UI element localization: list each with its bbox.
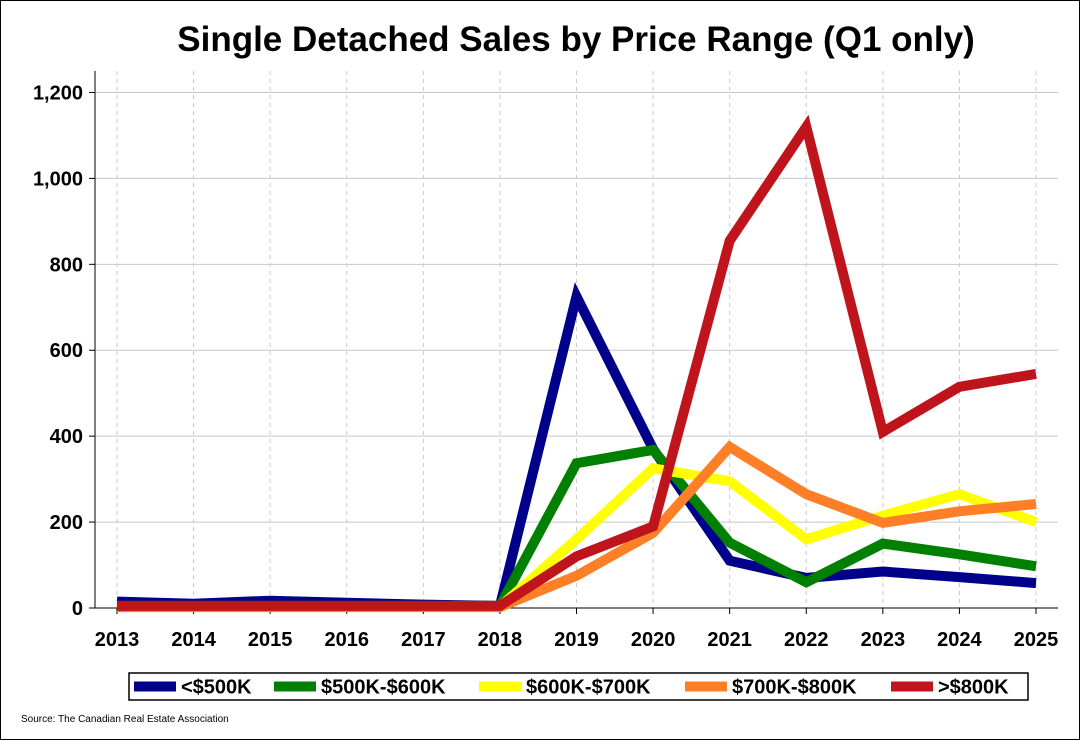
- x-tick-label: 2023: [861, 629, 906, 651]
- axes: 0 200 400 600 800 1,000 1,200 2013 2014 2015 2016 2…: [33, 71, 1058, 651]
- legend-label: $600K-$700K: [526, 677, 651, 699]
- chart-title: Single Detached Sales by Price Range (Q1…: [177, 20, 974, 59]
- x-tick-label: 2025: [1014, 629, 1059, 651]
- x-tick-label: 2020: [631, 629, 676, 651]
- series-lines: [116, 114, 1038, 613]
- grid: [95, 71, 1058, 608]
- series-line-800k: [117, 114, 1037, 611]
- y-tick-label: 800: [50, 254, 83, 276]
- x-tick-label: 2024: [937, 629, 982, 651]
- x-tick-label: 2018: [478, 629, 523, 651]
- x-tick-label: 2022: [784, 629, 829, 651]
- legend-label: >$800K: [938, 677, 1009, 699]
- y-tick-label: 1,200: [33, 82, 83, 104]
- x-tick-label: 2021: [707, 629, 752, 651]
- legend: <$500K $500K-$600K $600K-$700K $700K-$800K >…: [128, 672, 1029, 701]
- source-note: Source: The Canadian Real Estate Associa…: [21, 714, 229, 725]
- y-tick-label: 600: [50, 340, 83, 362]
- y-tick-label: 400: [50, 426, 83, 448]
- legend-label: $700K-$800K: [732, 677, 857, 699]
- x-tick-label: 2016: [325, 629, 370, 651]
- x-tick-label: 2015: [248, 629, 293, 651]
- legend-label: $500K-$600K: [321, 677, 446, 699]
- x-tick-label: 2014: [171, 629, 216, 651]
- x-tick-label: 2017: [401, 629, 446, 651]
- x-tick-label: 2019: [554, 629, 599, 651]
- y-tick-label: 200: [50, 512, 83, 534]
- series-line-500k: [116, 282, 1037, 611]
- y-tick-label: 0: [72, 598, 83, 620]
- y-tick-label: 1,000: [33, 168, 83, 190]
- legend-label: <$500K: [181, 677, 252, 699]
- x-tick-label: 2013: [95, 629, 140, 651]
